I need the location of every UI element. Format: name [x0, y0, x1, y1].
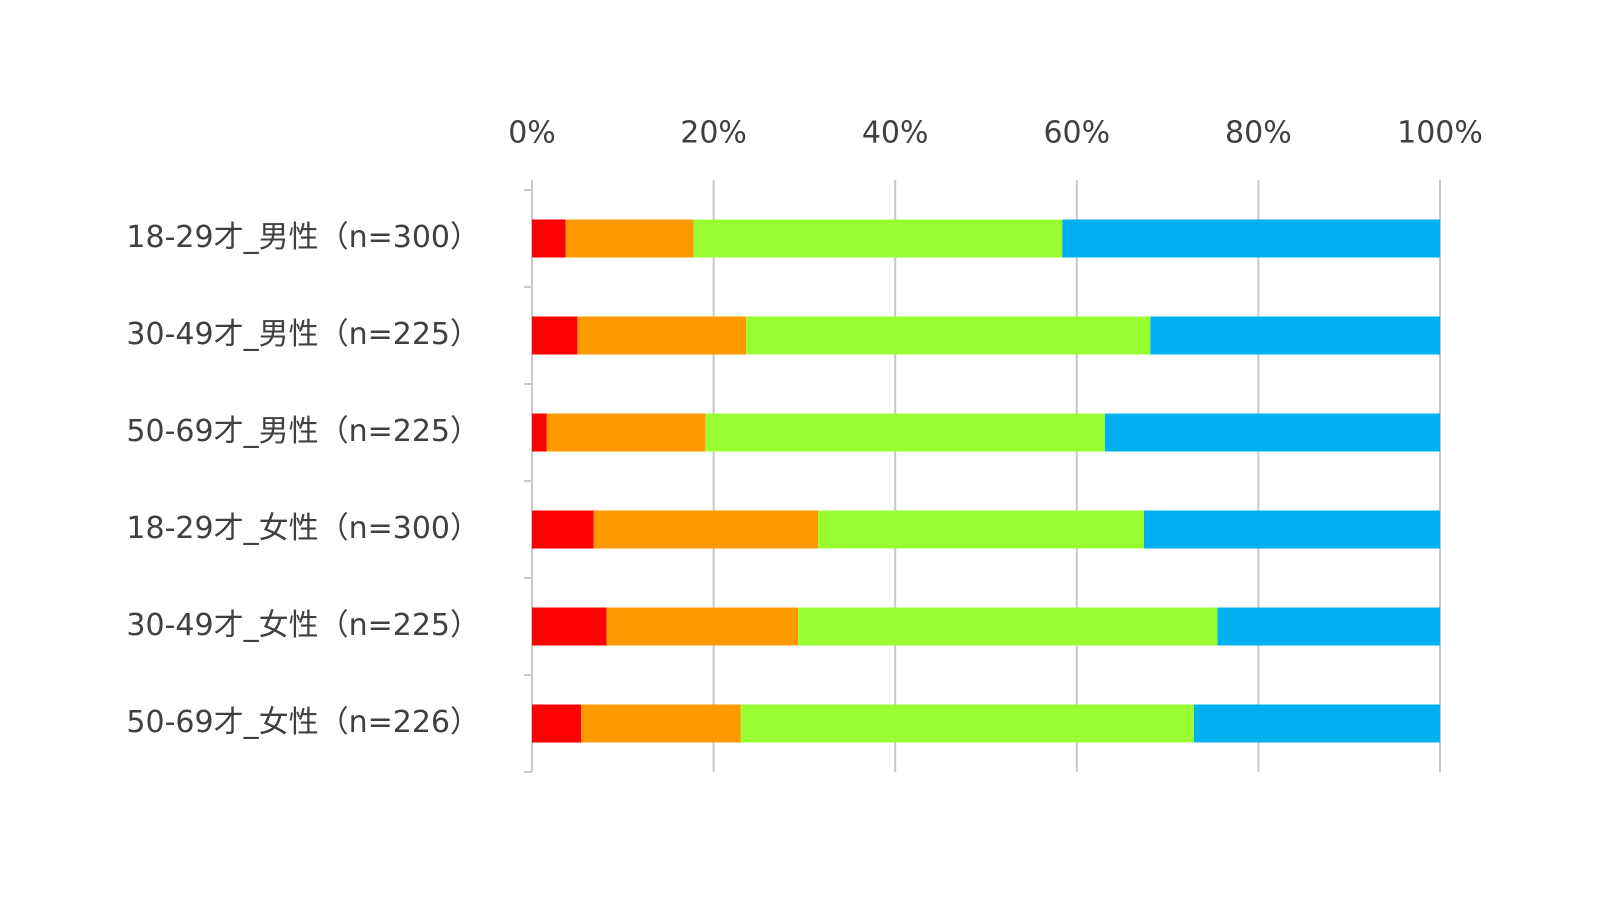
x-tick-label: 80% [1225, 116, 1292, 151]
y-tick-label: 50-69才_女性（n=226） [126, 705, 480, 740]
bar-segment [1193, 704, 1440, 743]
bar-segment [546, 413, 706, 452]
bar-segment [798, 607, 1218, 646]
bar-segment [532, 219, 566, 258]
bar-segment [532, 607, 607, 646]
bar-segment [1217, 607, 1440, 646]
bar-segment [1104, 413, 1440, 452]
bar-segment [705, 413, 1105, 452]
bar-segment [577, 316, 747, 355]
y-tick-label: 50-69才_男性（n=225） [126, 414, 480, 449]
bar-segment [565, 219, 694, 258]
bar-segment [740, 704, 1194, 743]
x-tick-label: 100% [1397, 116, 1483, 151]
y-tick-label: 30-49才_女性（n=225） [126, 608, 480, 643]
bar-segment [532, 704, 582, 743]
y-tick-label: 18-29才_女性（n=300） [126, 511, 480, 546]
bar-segment [1143, 510, 1440, 549]
bar-segment [1062, 219, 1440, 258]
bar-segment [1150, 316, 1440, 355]
x-tick-label: 0% [508, 116, 556, 151]
bar-segment [693, 219, 1063, 258]
y-tick-label: 18-29才_男性（n=300） [126, 220, 480, 255]
bar-segment [532, 510, 594, 549]
bar-segment [746, 316, 1151, 355]
x-tick-label: 20% [680, 116, 747, 151]
bar-segment [532, 316, 578, 355]
y-tick-label: 30-49才_男性（n=225） [126, 317, 480, 352]
bar-segment [818, 510, 1144, 549]
bar-segment [606, 607, 799, 646]
bar-segment [532, 413, 547, 452]
x-tick-label: 40% [862, 116, 929, 151]
bar-segment [581, 704, 741, 743]
bar-segment [593, 510, 819, 549]
x-tick-label: 60% [1043, 116, 1110, 151]
